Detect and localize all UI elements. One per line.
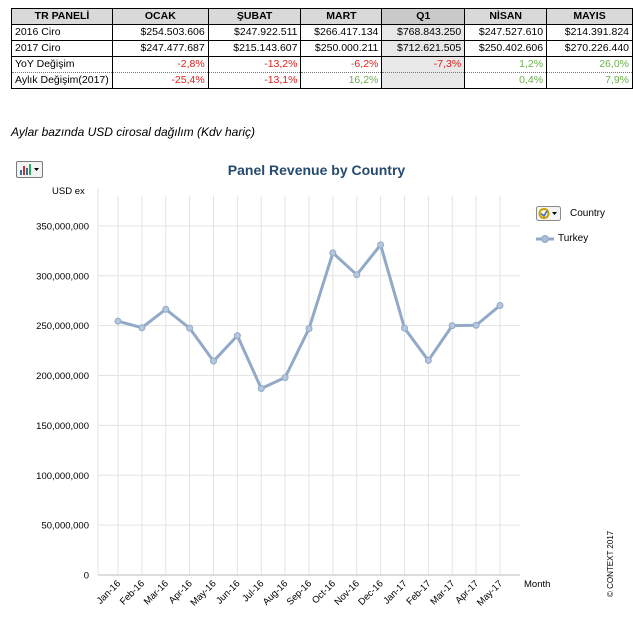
column-header: OCAK: [111, 8, 209, 25]
table-row: YoY Değişim -2,8% -13,2% -6,2% -7,3% 1,2% 26,0…: [11, 56, 633, 73]
y-tick-label: 350,000,000: [36, 221, 89, 232]
table-cell: $247.477.687: [111, 40, 209, 57]
table-row: 2017 Ciro $247.477.687 $215.143.607 $250.00…: [11, 40, 633, 57]
data-point: [401, 324, 408, 332]
data-point: [448, 322, 456, 330]
x-tick-label: Mar-17: [428, 578, 457, 607]
row-label: Aylık Değişim(2017): [11, 72, 113, 89]
x-tick-label: Sep-16: [285, 578, 314, 607]
y-tick-label: 200,000,000: [36, 371, 89, 382]
row-label: YoY Değişim: [11, 56, 113, 73]
y-tick-label: 300,000,000: [36, 271, 89, 282]
table-cell: 7,9%: [546, 72, 633, 89]
section-subtitle: Aylar bazında USD cirosal dağılım (Kdv h…: [11, 125, 255, 139]
x-axis-label: Month: [524, 579, 550, 590]
column-header: Q1: [381, 8, 466, 25]
legend-swatch-turkey: [536, 235, 554, 243]
summary-table: TR PANELİ OCAK ŞUBAT MART Q1 NİSAN MAYIS 2016 …: [11, 8, 633, 89]
data-point: [305, 325, 313, 333]
x-tick-label: May-17: [475, 578, 505, 608]
data-point: [353, 271, 361, 279]
x-tick-label: Mar-16: [142, 578, 171, 607]
data-point: [114, 317, 122, 325]
x-tick-label: Jan-17: [381, 578, 409, 606]
legend-item-turkey: Turkey: [558, 233, 589, 244]
table-cell: -2,8%: [111, 56, 209, 73]
table-cell: $254.503.606: [111, 24, 209, 41]
x-tick-label: Jan-16: [95, 578, 123, 606]
table-cell: $250.402.606: [464, 40, 548, 57]
y-tick-label: 0: [84, 571, 89, 582]
table-header-row: TR PANELİ OCAK ŞUBAT MART Q1 NİSAN MAYIS: [11, 8, 633, 25]
data-point: [496, 301, 504, 309]
row-label: 2017 Ciro: [11, 40, 113, 57]
table-cell: -25,4%: [111, 72, 209, 89]
column-header: ŞUBAT: [207, 8, 302, 25]
y-axis-label: USD ex: [52, 186, 85, 197]
column-header: MAYIS: [546, 8, 633, 25]
table-cell: [381, 72, 466, 89]
table-row: Aylık Değişim(2017) -25,4% -13,1% 16,2% 0,4%…: [11, 72, 633, 89]
table-cell: 1,2%: [464, 56, 548, 73]
table-cell: $215.143.607: [207, 40, 302, 57]
data-point: [472, 321, 480, 329]
table-cell: -7,3%: [381, 56, 466, 73]
table-cell: 16,2%: [300, 72, 383, 89]
chart-title: Panel Revenue by Country: [227, 162, 406, 178]
table-cell: $712.621.505: [381, 40, 466, 57]
table-cell: -13,1%: [207, 72, 302, 89]
legend-toggle-icon[interactable]: [536, 206, 561, 221]
table-cell: $768.843.250: [381, 24, 466, 41]
column-header: NİSAN: [464, 8, 548, 25]
table-cell: -6,2%: [300, 56, 383, 73]
table-cell: -13,2%: [207, 56, 302, 73]
y-tick-label: 250,000,000: [36, 321, 89, 332]
table-cell: 0,4%: [464, 72, 548, 89]
y-tick-label: 150,000,000: [36, 421, 89, 432]
data-point: [210, 357, 217, 365]
y-tick-label: 50,000,000: [41, 521, 89, 532]
data-point: [424, 356, 432, 364]
data-point: [329, 249, 337, 257]
data-point: [186, 324, 194, 332]
legend-title: Country: [570, 208, 606, 219]
table-cell: $214.391.824: [546, 24, 633, 41]
chart-type-selector-icon[interactable]: [16, 161, 43, 178]
x-tick-label: Nov-16: [332, 578, 361, 607]
table-corner-header: TR PANELİ: [11, 8, 113, 25]
table-cell: 26,0%: [546, 56, 633, 73]
data-point: [257, 384, 265, 392]
x-tick-label: Aug-16: [261, 578, 290, 607]
table-cell: $250.000.211: [300, 40, 383, 57]
data-point: [281, 374, 289, 382]
data-point: [233, 332, 241, 340]
data-point: [138, 324, 146, 332]
data-point: [162, 305, 170, 313]
x-tick-label: Dec-16: [356, 578, 385, 607]
x-tick-label: Jun-16: [214, 578, 242, 606]
y-tick-label: 100,000,000: [36, 471, 89, 482]
x-tick-label: Feb-17: [404, 578, 433, 607]
x-tick-label: May-16: [188, 578, 218, 608]
copyright-text: © CONTEXT 2017: [606, 530, 615, 597]
data-point: [377, 241, 385, 249]
x-tick-label: Feb-16: [118, 578, 147, 607]
table-cell: $270.226.440: [546, 40, 633, 57]
